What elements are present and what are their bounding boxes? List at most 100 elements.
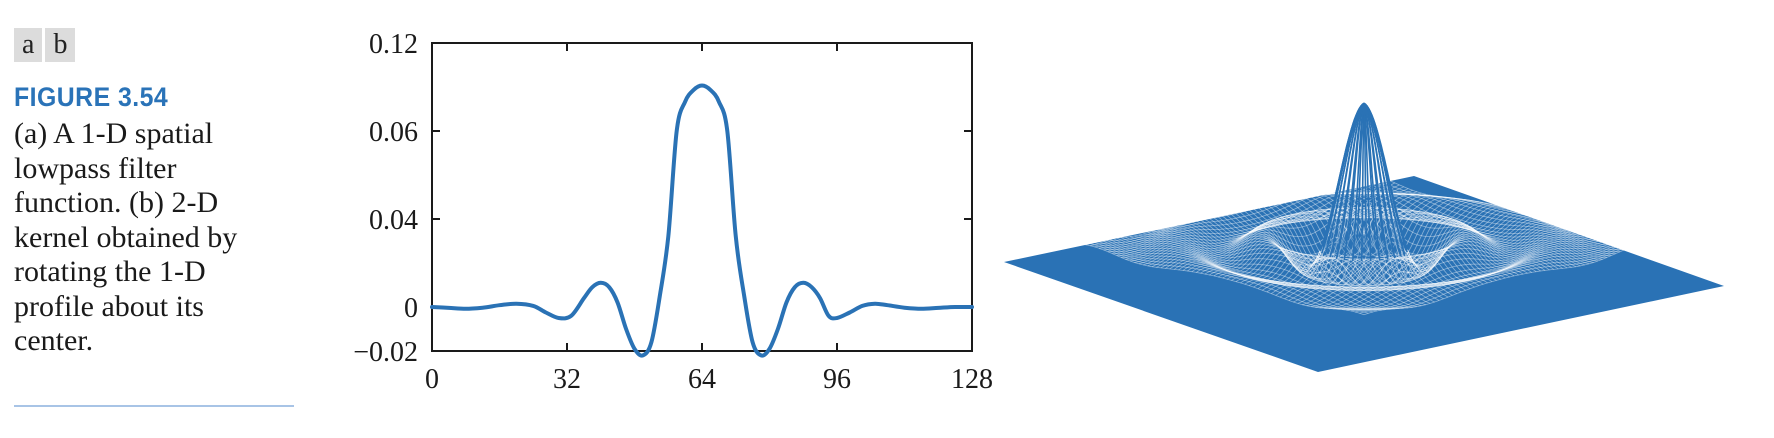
mesh-line [1319,188,1603,260]
peak-rib [1332,102,1365,243]
mesh-line [1266,197,1550,271]
mesh-line [1235,148,1519,278]
mesh-line [1098,239,1382,311]
mesh-line [1359,242,1643,314]
mesh-line [1355,174,1638,247]
figure-label: FIGURE 3.54 [14,82,169,112]
peak-rib [1339,102,1365,242]
mesh-line [1169,222,1453,296]
mesh-line [1266,219,1550,293]
mesh-line [1107,238,1391,310]
mesh-line [1129,236,1413,308]
mesh-line [1173,196,1457,270]
x-tick-label: 96 [823,364,851,395]
mesh-line [1138,234,1422,307]
mesh-line [1332,182,1616,255]
peak-rib [1363,103,1377,240]
mesh-line [1341,178,1625,251]
mesh-line [1302,232,1585,306]
mesh-line [1134,235,1418,307]
mesh-line [1337,238,1621,310]
mesh-line [1306,192,1590,265]
mesh-line [1147,193,1431,267]
mesh-line [1302,193,1585,266]
mesh-line [1293,229,1577,303]
mesh-line [1209,155,1493,285]
y-tick-label: 0.12 [369,29,418,60]
caption-text: (a) A 1-D spatial lowpass filter functio… [14,117,238,357]
mesh-line [1310,191,1594,263]
mesh-line [1200,211,1484,286]
x-tick-label: 32 [553,364,581,395]
mesh-line [1090,174,1373,247]
mesh-line [1271,196,1555,270]
mesh-line [1333,237,1616,310]
y-tick-label: 0 [404,293,418,324]
mesh-line [1125,236,1409,309]
figure-caption: FIGURE 3.54 (a) A 1-D spatial lowpass fi… [14,82,334,359]
mesh-line [1085,173,1369,246]
peak-rib [1356,103,1365,240]
surface-mesh [1004,102,1724,372]
mesh-line [1151,229,1435,303]
mesh-line [1279,224,1563,298]
mesh-line [1297,231,1581,304]
mesh-line [1178,219,1462,293]
mesh-line [1306,234,1590,307]
mesh-line [1271,221,1554,294]
mesh-line [1328,237,1612,309]
mesh-line [1147,231,1431,304]
series-line [430,83,974,358]
mesh-line [1178,197,1462,271]
y-tick-label: 0.04 [369,205,418,236]
mesh-line [1120,237,1404,309]
caption-divider [14,405,294,407]
mesh-line [1134,191,1418,263]
mesh-line [1156,227,1440,301]
mesh-line [1169,196,1453,270]
mesh-line [1275,196,1559,270]
mesh-line [1253,199,1537,273]
mesh-line [1081,243,1365,316]
mesh-line [1187,216,1471,290]
mesh-line [1213,130,1497,284]
mesh-line [1249,200,1533,273]
mesh-line [1165,224,1449,298]
mesh-line [1328,184,1612,256]
mesh-line [1355,240,1638,313]
mesh-line [1324,237,1608,309]
mesh-line [1204,183,1488,286]
x-tick-label: 128 [951,364,993,395]
peak-rib [1347,102,1365,241]
panel-label-b: b [45,28,76,62]
mesh-line [1288,227,1572,301]
mesh-line [1191,215,1475,288]
mesh-line [1257,216,1541,290]
mesh-line [1350,175,1634,248]
mesh-line [1156,194,1440,268]
mesh-line [1363,173,1647,245]
mesh-line [1275,222,1559,296]
mesh-line [1350,239,1634,312]
mesh-line [1182,218,1466,291]
mesh-line [1085,242,1369,314]
mesh-line [1359,173,1643,246]
mesh-line [1182,198,1466,271]
mesh-line [1112,237,1395,310]
mesh-line [1346,177,1630,249]
plot-frame [431,42,973,352]
mesh-line [1262,198,1546,271]
mesh-line [1151,193,1435,268]
mesh-line [1160,225,1444,300]
mesh-line [1094,239,1378,312]
mesh-line [1165,195,1448,269]
mesh-line [1280,195,1563,269]
peak-rib [1363,103,1368,240]
mesh-line [1090,240,1373,313]
mesh-line [1297,193,1581,267]
peak-rib [1363,102,1402,257]
y-tick-label: −0.02 [353,337,418,368]
mesh-line [1094,175,1378,248]
mesh-line [1240,174,1524,277]
